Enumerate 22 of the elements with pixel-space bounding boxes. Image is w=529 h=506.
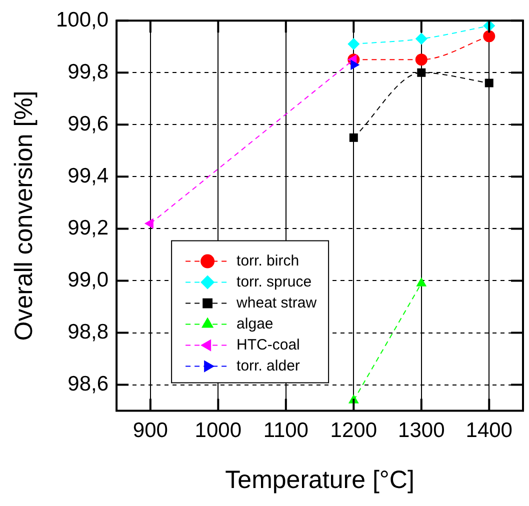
- legend-label: torr. alder: [236, 357, 300, 374]
- y-tick-label: 99,4: [68, 164, 109, 188]
- y-axis-title: Overall conversion [%]: [10, 90, 38, 341]
- y-tick-label: 99,0: [68, 268, 109, 292]
- y-tick-label: 99,8: [68, 60, 109, 84]
- legend-label: torr. spruce: [236, 273, 312, 290]
- legend-label: wheat straw: [236, 294, 317, 312]
- x-tick-label: 1200: [330, 419, 378, 442]
- legend-label: algae: [236, 315, 274, 332]
- y-tick-label: 99,2: [68, 216, 109, 240]
- legend-label: HTC-coal: [236, 336, 300, 354]
- y-tick-label: 100,0: [56, 8, 109, 32]
- y-tick-label: 99,6: [68, 112, 109, 136]
- x-tick-label: 1300: [398, 419, 445, 442]
- x-tick-label: 1400: [466, 419, 512, 442]
- legend-label: torr. birch: [236, 252, 300, 270]
- x-tick-label: 1000: [194, 419, 242, 442]
- x-tick-label: 900: [132, 419, 168, 442]
- y-tick-label: 98,6: [68, 372, 109, 396]
- x-tick-label: 1100: [263, 419, 308, 442]
- y-tick-label: 98,8: [68, 320, 109, 344]
- x-axis-title: Temperature [°C]: [225, 466, 414, 494]
